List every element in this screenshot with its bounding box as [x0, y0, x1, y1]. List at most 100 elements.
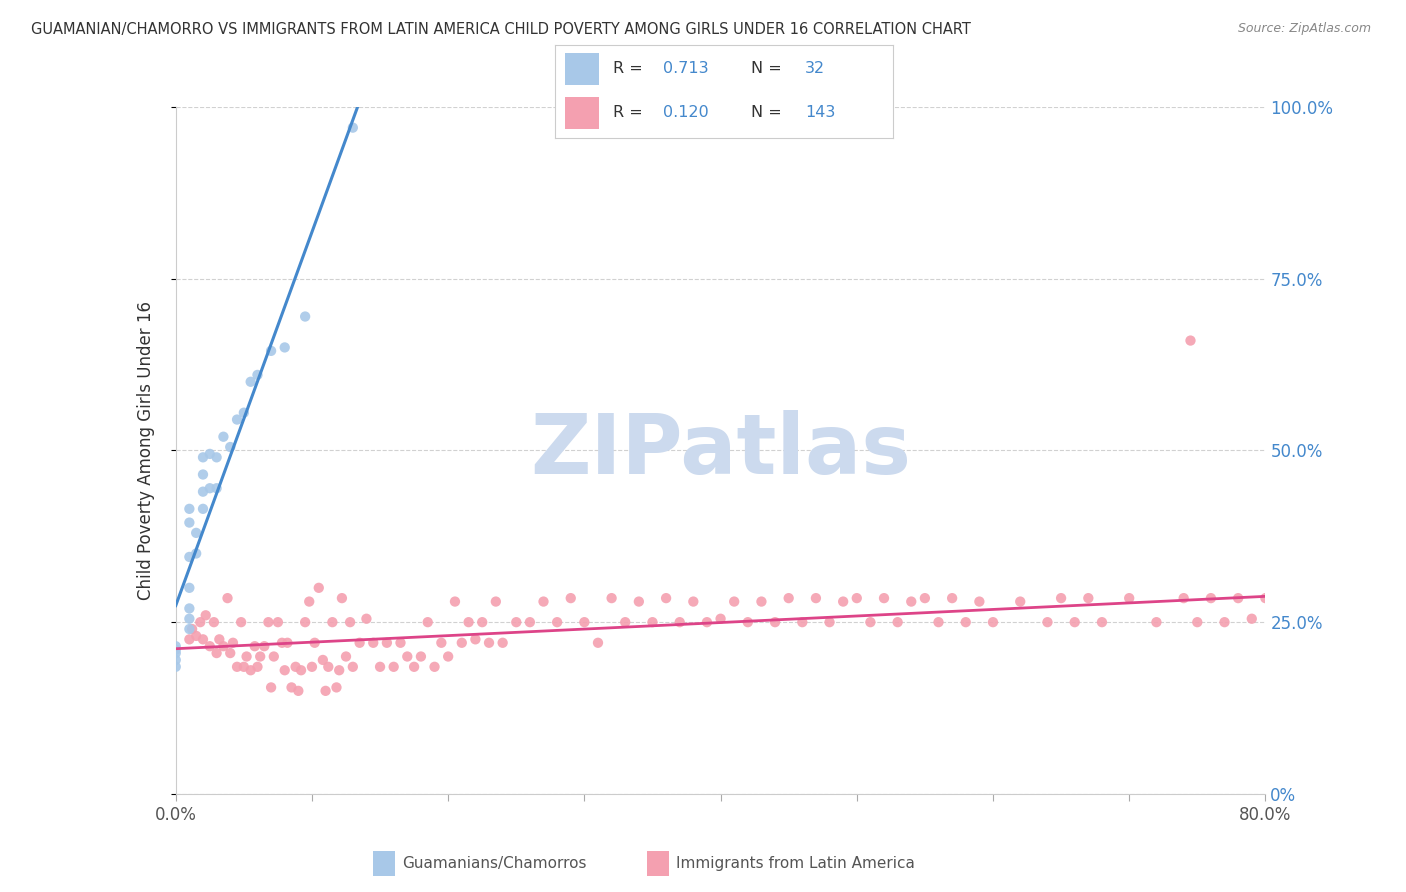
Point [928, 615, 950, 630]
FancyBboxPatch shape [565, 97, 599, 129]
Point [260, 343, 283, 358]
Point [533, 594, 555, 608]
Point [198, 447, 221, 461]
Point [886, 615, 908, 630]
Point [274, 663, 297, 677]
Point [165, 653, 187, 667]
Point [361, 636, 384, 650]
Text: R =: R = [613, 62, 648, 77]
Point [222, 636, 245, 650]
Point [198, 639, 221, 653]
Point [416, 615, 439, 630]
Point [1036, 615, 1059, 630]
Point [859, 615, 882, 630]
Point [287, 683, 309, 698]
Point [723, 594, 745, 608]
Point [464, 632, 486, 647]
Point [249, 649, 271, 664]
Point [1281, 594, 1303, 608]
Y-axis label: Child Poverty Among Girls Under 16: Child Poverty Among Girls Under 16 [136, 301, 155, 600]
Point [586, 636, 609, 650]
Point [1309, 615, 1331, 630]
Point [450, 636, 472, 650]
Point [818, 615, 841, 630]
Point [260, 681, 283, 695]
Point [186, 629, 208, 643]
Point [315, 683, 337, 698]
Point [165, 646, 187, 660]
Point [655, 591, 678, 606]
Point [1213, 615, 1236, 630]
Point [505, 615, 527, 630]
Point [560, 591, 582, 606]
Point [284, 660, 307, 674]
Point [246, 368, 269, 382]
Point [396, 649, 419, 664]
Point [574, 615, 596, 630]
Point [1063, 615, 1085, 630]
Point [1254, 591, 1277, 606]
Point [1173, 591, 1195, 606]
Point [349, 636, 371, 650]
Point [1391, 612, 1406, 626]
Point [263, 649, 285, 664]
Point [969, 594, 991, 608]
Point [179, 632, 201, 647]
Point [404, 660, 426, 674]
Point [751, 594, 773, 608]
Point [485, 594, 508, 608]
Point [318, 660, 340, 674]
Text: 0.713: 0.713 [664, 62, 709, 77]
Point [900, 594, 922, 608]
Point [276, 636, 298, 650]
Point [301, 660, 323, 674]
Text: ZIPatlas: ZIPatlas [530, 410, 911, 491]
Point [1336, 612, 1358, 626]
Point [437, 649, 460, 664]
Point [179, 581, 201, 595]
Point [191, 484, 214, 499]
Point [271, 636, 294, 650]
Point [1350, 594, 1372, 608]
Point [179, 549, 201, 564]
Text: Source: ZipAtlas.com: Source: ZipAtlas.com [1237, 22, 1371, 36]
Point [188, 615, 211, 630]
Point [1077, 591, 1099, 606]
Text: 143: 143 [806, 105, 835, 120]
Text: Guamanians/Chamorros: Guamanians/Chamorros [402, 856, 586, 871]
Point [330, 591, 353, 606]
Point [212, 639, 235, 653]
Point [208, 632, 231, 647]
Point [668, 615, 690, 630]
FancyBboxPatch shape [565, 53, 599, 85]
Point [257, 615, 280, 630]
Point [737, 615, 759, 630]
Point [375, 636, 398, 650]
Point [165, 639, 187, 653]
Point [186, 546, 208, 561]
Point [1050, 591, 1073, 606]
Point [308, 581, 330, 595]
Point [955, 615, 977, 630]
Point [239, 663, 262, 677]
Point [382, 660, 405, 674]
Point [1118, 591, 1140, 606]
Point [1091, 615, 1114, 630]
Point [191, 501, 214, 516]
Point [165, 660, 187, 674]
Point [325, 681, 347, 695]
Point [335, 649, 357, 664]
Point [914, 591, 936, 606]
Point [1405, 594, 1406, 608]
Point [194, 608, 217, 623]
Point [165, 642, 187, 657]
Point [423, 660, 446, 674]
Point [231, 615, 253, 630]
Point [682, 594, 704, 608]
Point [179, 516, 201, 530]
Point [1144, 615, 1167, 630]
Point [873, 591, 896, 606]
Point [219, 440, 242, 454]
Point [205, 450, 228, 465]
Point [321, 615, 343, 630]
